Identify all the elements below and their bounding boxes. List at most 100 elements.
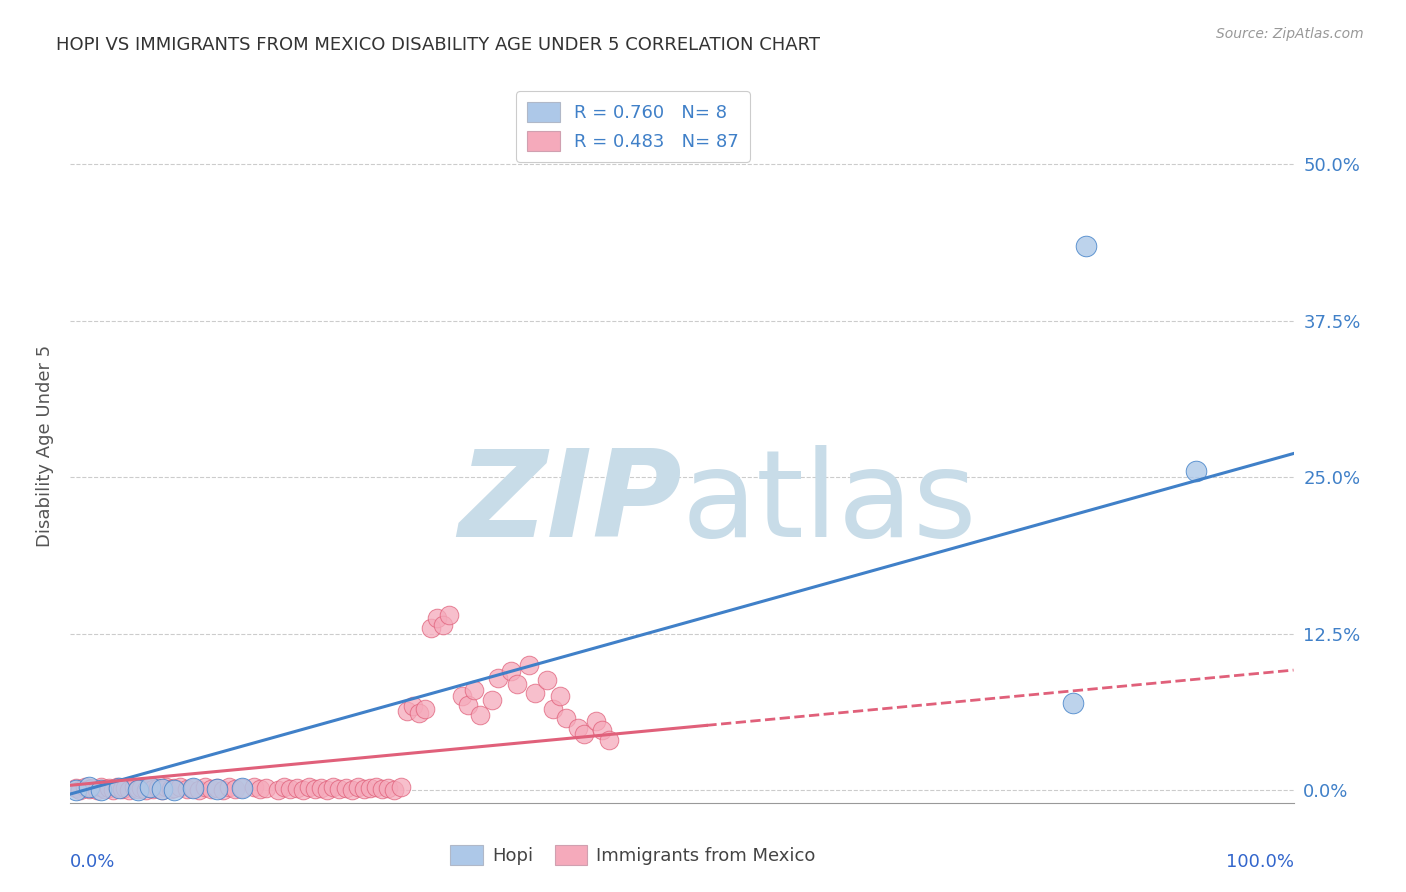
Point (159, 782, 181, 797)
Point (285, 780, 308, 795)
Point (200, 782, 222, 797)
Point (105, 780, 128, 794)
Point (176, 782, 198, 797)
Point (139, 780, 162, 794)
Point (243, 780, 266, 794)
Point (150, 782, 173, 797)
Point (65, 780, 87, 795)
Point (108, 780, 131, 795)
Point (543, 702, 565, 716)
Point (118, 783, 141, 797)
Point (371, 782, 394, 797)
Point (77, 782, 100, 797)
Point (366, 780, 388, 794)
Point (127, 783, 149, 797)
Point (280, 782, 302, 797)
Point (77, 780, 100, 794)
Point (155, 780, 177, 794)
Point (304, 782, 326, 797)
Point (90, 780, 112, 794)
Point (98, 780, 121, 795)
Point (122, 780, 145, 794)
Point (384, 783, 406, 797)
Point (536, 673, 558, 687)
Point (572, 727, 595, 741)
Point (86, 783, 108, 797)
Point (517, 658, 540, 673)
Point (181, 780, 204, 795)
Point (212, 783, 235, 797)
Point (169, 780, 191, 794)
Point (439, 607, 461, 622)
Point (267, 783, 290, 797)
Point (139, 780, 162, 794)
Point (187, 783, 209, 797)
Point (249, 782, 271, 797)
Point (163, 783, 186, 797)
Point (488, 671, 510, 685)
Point (468, 708, 491, 723)
Point (101, 783, 124, 797)
Text: 0.0%: 0.0% (70, 853, 115, 871)
Point (377, 780, 399, 795)
Point (194, 780, 217, 794)
Point (254, 780, 277, 795)
Text: atlas: atlas (682, 444, 977, 562)
Point (148, 780, 170, 795)
Point (567, 721, 589, 735)
Point (322, 780, 344, 794)
Point (69, 783, 91, 797)
Legend: Hopi, Immigrants from Mexico: Hopi, Immigrants from Mexico (443, 838, 823, 872)
Point (359, 780, 381, 795)
Point (463, 683, 485, 698)
Point (205, 780, 228, 795)
Point (93, 782, 115, 797)
Point (353, 782, 375, 797)
Point (346, 780, 368, 794)
Point (1062, 696, 1084, 710)
Point (298, 780, 321, 794)
Point (309, 780, 332, 795)
Point (481, 693, 503, 707)
Point (218, 780, 240, 794)
Point (291, 783, 314, 797)
Point (585, 714, 607, 729)
Text: HOPI VS IMMIGRANTS FROM MEXICO DISABILITY AGE UNDER 5 CORRELATION CHART: HOPI VS IMMIGRANTS FROM MEXICO DISABILIT… (56, 36, 820, 54)
Point (335, 780, 357, 795)
Point (73, 780, 96, 794)
Point (1184, 464, 1206, 478)
Point (548, 690, 571, 704)
Point (181, 780, 204, 795)
Text: 100.0%: 100.0% (1226, 853, 1294, 871)
Point (135, 783, 157, 797)
Text: ZIP: ZIP (458, 444, 682, 562)
Point (450, 690, 472, 704)
Point (499, 665, 522, 679)
Point (205, 782, 228, 797)
Point (426, 610, 449, 624)
Point (114, 780, 136, 795)
Point (420, 621, 443, 635)
Point (457, 698, 479, 713)
Point (127, 782, 149, 797)
Text: Source: ZipAtlas.com: Source: ZipAtlas.com (1216, 27, 1364, 41)
Point (129, 780, 152, 795)
Point (163, 780, 186, 795)
Point (328, 782, 350, 797)
Point (150, 783, 173, 797)
Point (506, 677, 529, 691)
Point (142, 782, 165, 797)
Point (231, 780, 253, 795)
Point (316, 783, 339, 797)
Point (432, 618, 454, 632)
Point (413, 702, 436, 716)
Point (1074, 238, 1097, 252)
Point (554, 711, 576, 725)
Point (82, 780, 104, 795)
Point (340, 783, 363, 797)
Point (524, 685, 547, 699)
Point (402, 699, 425, 714)
Y-axis label: Disability Age Under 5: Disability Age Under 5 (35, 345, 53, 547)
Point (598, 733, 620, 747)
Point (65, 783, 87, 797)
